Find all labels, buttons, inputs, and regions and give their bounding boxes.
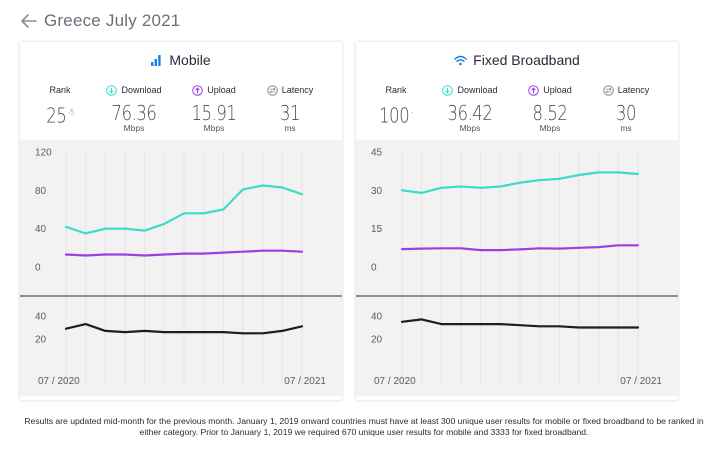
mobile-card: Mobile Rank 25 -5 Download 76.36 Mbps Upl… (20, 42, 342, 400)
fixed-latency-line (400, 318, 640, 329)
mobile-rank-change: -5 (67, 108, 74, 117)
page-title: Greece July 2021 (44, 11, 181, 30)
upload-label: Upload (207, 85, 236, 95)
wifi-icon (454, 55, 467, 65)
fixed-upload-value: 8.52 (532, 101, 568, 125)
fixed-download-unit: Mbps (459, 123, 481, 133)
upload-arrow-icon (528, 84, 540, 96)
latency-label: Latency (281, 85, 314, 95)
mobile-title-text: Mobile (169, 52, 211, 68)
fixed-card-title: Fixed Broadband (356, 42, 678, 78)
mobile-upload-line (64, 249, 304, 257)
fixed-upload-line (400, 244, 640, 252)
mobile-download-line (64, 184, 304, 235)
mobile-latency-unit: ms (284, 123, 296, 133)
upload-arrow-icon (192, 84, 204, 96)
fixed-rank-value: 100 (379, 103, 410, 128)
fixed-speed-ytick-0: 0 (371, 263, 377, 274)
mobile-chart: 0 40 80 120 20 40 07 / 2020 07 / 2021 (20, 148, 342, 387)
mobile-chart-area: 0 40 80 120 20 40 07 / 2020 07 / 2021 (20, 140, 342, 396)
mobile-card-title: Mobile (20, 42, 342, 78)
mobile-upload-unit: Mbps (203, 123, 225, 133)
latency-icon (266, 84, 278, 96)
fixed-broadband-chart: 0 15 30 45 20 40 07 / 2020 07 / 2021 (356, 148, 678, 387)
back-arrow-icon[interactable] (20, 12, 38, 30)
upload-label: Upload (543, 85, 572, 95)
fixed-speed-ytick-30: 30 (371, 186, 383, 197)
fixed-download-line (400, 171, 640, 195)
fixed-rank-stat: Rank 100- (356, 82, 436, 129)
fixed-xtick-end: 07 / 2021 (620, 376, 662, 387)
fixed-latency-unit: ms (620, 123, 632, 133)
rank-label: Rank (385, 85, 407, 95)
download-arrow-icon (442, 84, 454, 96)
mobile-latency-value: 31 (279, 101, 301, 125)
mobile-stats: Rank 25 -5 Download 76.36 Mbps Upload 15.… (20, 78, 342, 174)
mobile-rank-stat: Rank 25 -5 (20, 82, 100, 129)
mobile-xtick-end: 07 / 2021 (284, 376, 326, 387)
latency-icon (602, 84, 614, 96)
mobile-latency-ytick-20: 20 (35, 335, 47, 346)
mobile-upload-value: 15.91 (191, 101, 237, 125)
download-label: Download (121, 85, 162, 95)
mobile-rank-value: 25 (46, 103, 67, 128)
mobile-speed-ytick-40: 40 (35, 224, 47, 235)
mobile-speed-ytick-0: 0 (35, 263, 41, 274)
rank-label: Rank (49, 85, 71, 95)
fixed-latency-stat: Latency 30 ms (586, 82, 666, 133)
fixed-latency-ytick-20: 20 (371, 335, 383, 346)
mobile-download-value: 76.36 (111, 101, 157, 125)
fixed-chart-area: 0 15 30 45 20 40 07 / 2020 07 / 2021 (356, 140, 678, 396)
fixed-rank-change: - (410, 108, 413, 117)
fixed-title-text: Fixed Broadband (473, 52, 580, 68)
fixed-upload-stat: Upload 8.52 Mbps (510, 82, 590, 133)
mobile-latency-line (64, 323, 304, 335)
mobile-latency-stat: Latency 31 ms (250, 82, 330, 133)
fixed-latency-ytick-40: 40 (371, 312, 383, 323)
download-arrow-icon (106, 84, 118, 96)
download-label: Download (457, 85, 498, 95)
mobile-speed-ytick-80: 80 (35, 186, 47, 197)
page-header: Greece July 2021 (20, 10, 180, 32)
fixed-broadband-card: Fixed Broadband Rank 100- Download 36.42… (356, 42, 678, 400)
fixed-download-value: 36.42 (447, 101, 493, 125)
latency-label: Latency (617, 85, 650, 95)
mobile-xtick-start: 07 / 2020 (38, 376, 80, 387)
mobile-latency-ytick-40: 40 (35, 312, 47, 323)
footnote: Results are updated mid-month for the pr… (24, 416, 704, 437)
mobile-speed-ytick-120: 120 (35, 148, 52, 159)
fixed-upload-unit: Mbps (539, 123, 561, 133)
mobile-upload-stat: Upload 15.91 Mbps (174, 82, 254, 133)
fixed-latency-value: 30 (615, 101, 637, 125)
fixed-download-stat: Download 36.42 Mbps (430, 82, 510, 133)
mobile-download-stat: Download 76.36 Mbps (94, 82, 174, 133)
fixed-speed-ytick-45: 45 (371, 148, 383, 159)
fixed-speed-ytick-15: 15 (371, 224, 383, 235)
mobile-download-unit: Mbps (123, 123, 145, 133)
fixed-xtick-start: 07 / 2020 (374, 376, 416, 387)
signal-bars-icon (151, 54, 161, 66)
